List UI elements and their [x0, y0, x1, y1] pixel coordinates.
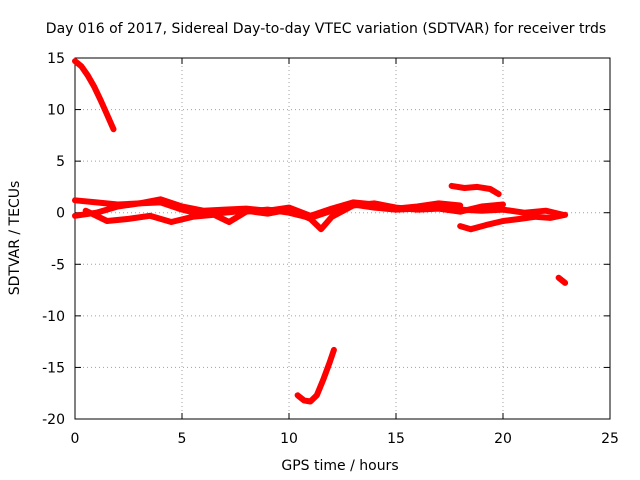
y-tick-label: 10 [47, 103, 65, 119]
x-tick-label: 20 [494, 431, 512, 447]
x-tick-label: 5 [178, 431, 187, 447]
series-track-5 [448, 182, 502, 198]
y-tick-label: -15 [42, 360, 65, 376]
y-tick-label: -20 [42, 412, 65, 428]
grid-lines [75, 58, 610, 419]
series-track-7 [555, 274, 569, 286]
x-tick-label: 10 [280, 431, 298, 447]
data-series [72, 58, 569, 405]
plot-frame [74, 57, 611, 420]
x-axis-label: GPS time / hours [281, 458, 398, 474]
series-track-6 [457, 211, 569, 233]
x-tick-label: 15 [387, 431, 405, 447]
x-tick-label: 25 [601, 431, 619, 447]
y-axis-label: SDTVAR / TECUs [7, 181, 23, 296]
y-tick-label: -5 [51, 257, 65, 273]
y-tick-label: 15 [47, 51, 65, 67]
chart-title: Day 016 of 2017, Sidereal Day-to-day VTE… [46, 21, 606, 37]
axis-ticks: 0 5 10 15 20 25 -20 -15 -10 -5 0 5 10 15 [42, 51, 619, 447]
series-track-1 [72, 58, 117, 133]
series-track-8 [294, 346, 337, 405]
series-track-4 [82, 201, 566, 225]
y-tick-label: 0 [56, 206, 65, 222]
y-tick-label: -10 [42, 309, 65, 325]
x-tick-label: 0 [71, 431, 80, 447]
y-tick-label: 5 [56, 154, 65, 170]
